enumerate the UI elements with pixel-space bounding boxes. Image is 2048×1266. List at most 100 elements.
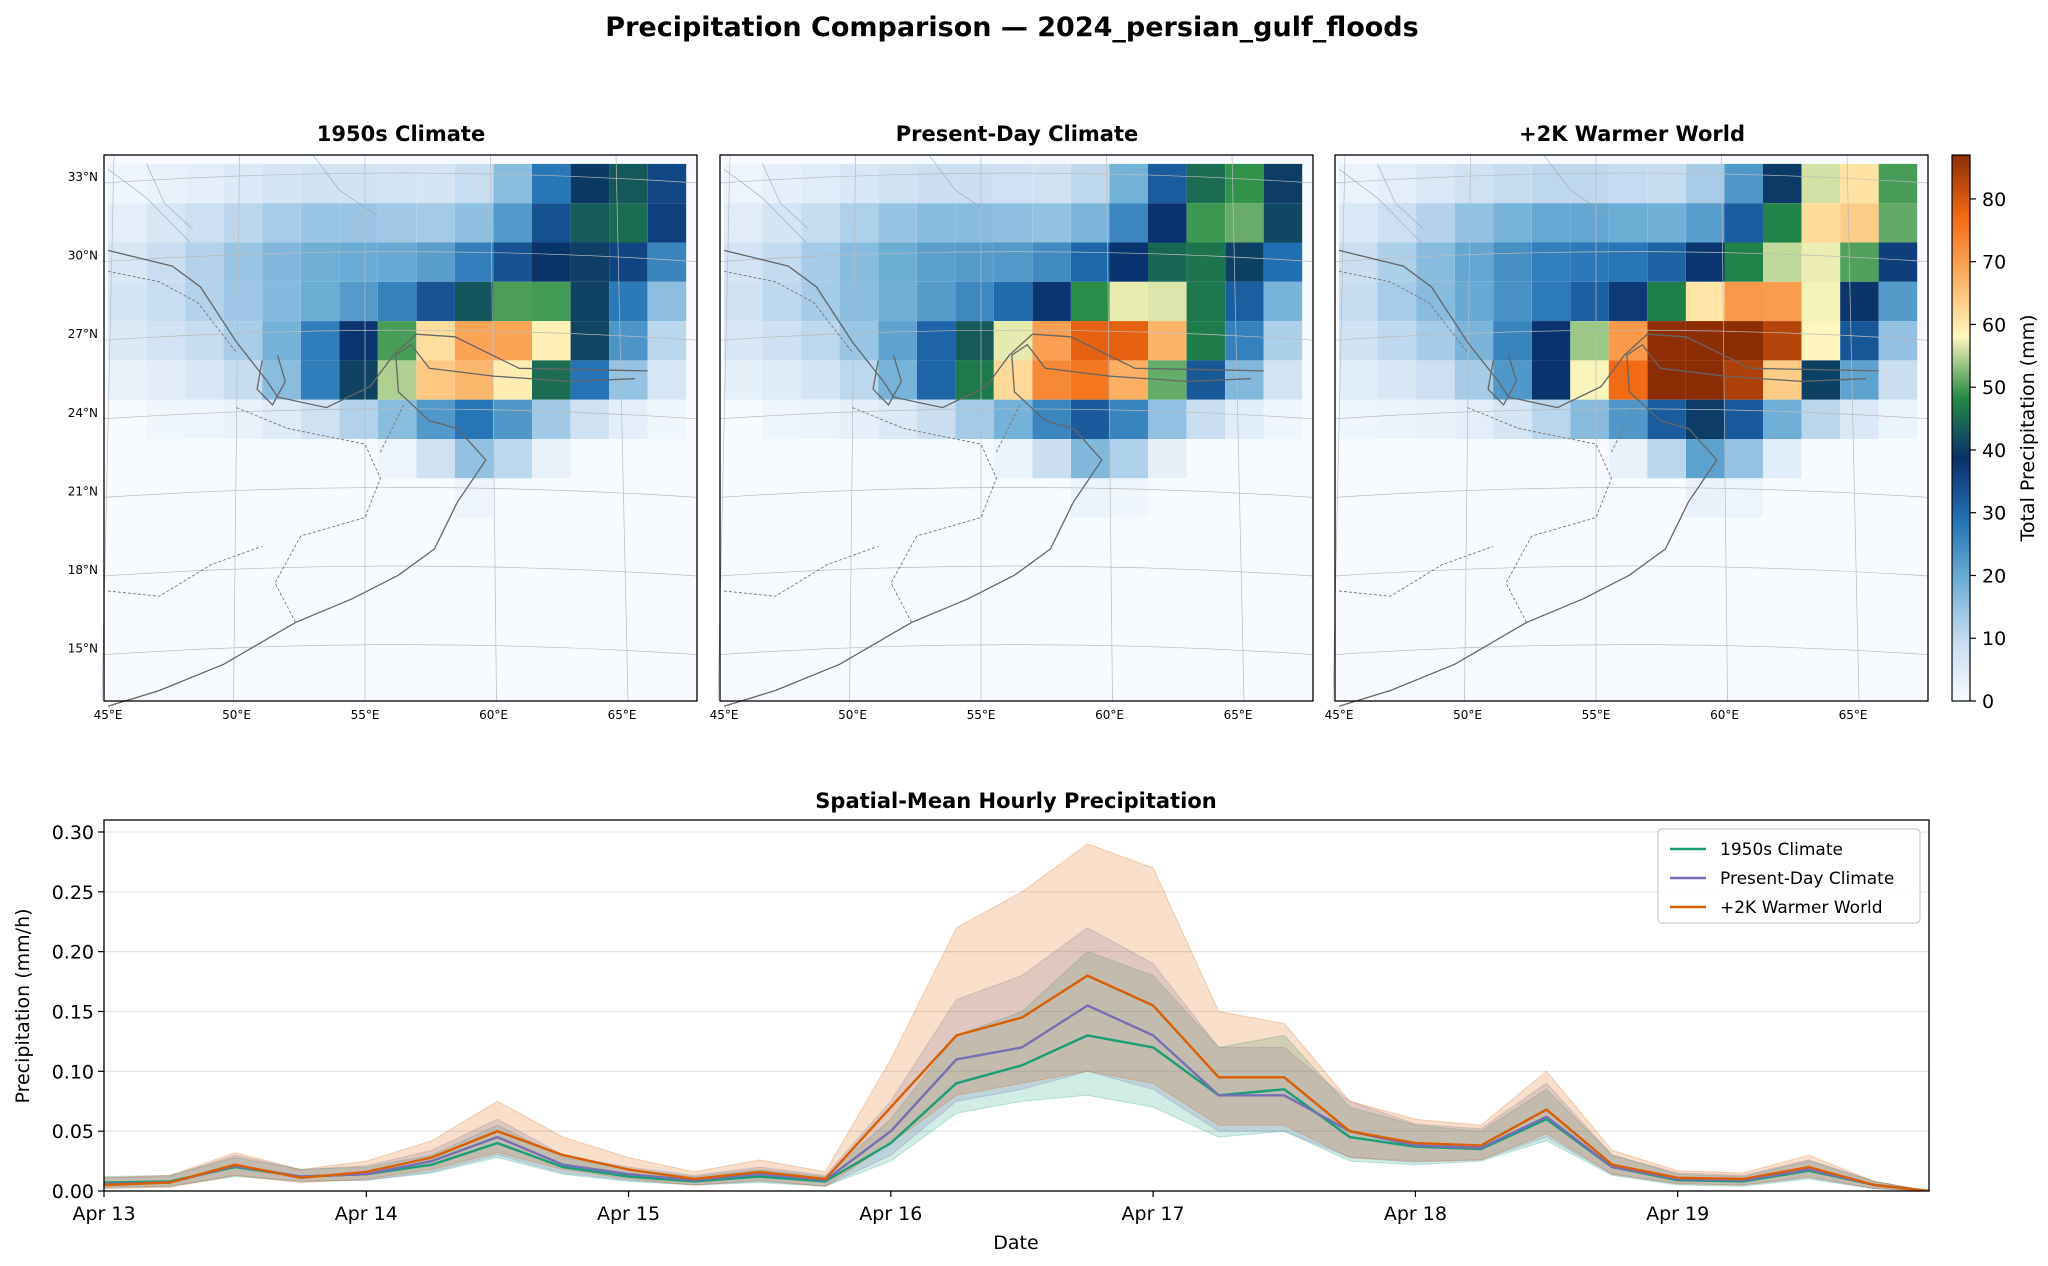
y-tick-label: 0.25 xyxy=(52,882,94,904)
lon-tick-label: 50°E xyxy=(838,708,867,722)
precip-cell xyxy=(1263,399,1303,439)
legend-label: Present-Day Climate xyxy=(1720,869,1894,889)
precip-cell xyxy=(1454,281,1494,322)
lat-tick-label: 21°N xyxy=(68,484,98,498)
precip-cell xyxy=(1724,242,1763,282)
legend-label: +2K Warmer World xyxy=(1720,898,1883,918)
precip-cell xyxy=(1377,321,1416,361)
precip-cell xyxy=(1531,281,1571,322)
precip-cell xyxy=(454,399,494,439)
precip-cell xyxy=(185,203,224,243)
precip-cell xyxy=(1416,242,1455,282)
precip-cell xyxy=(1608,281,1648,322)
precip-cell xyxy=(1878,281,1918,322)
precip-cell xyxy=(493,203,532,243)
precip-cell xyxy=(762,203,801,243)
colorbar-label: Total Precipitation (mm) xyxy=(2017,314,2039,542)
precip-cell xyxy=(1724,360,1763,400)
latitude-line xyxy=(719,565,1314,577)
precip-cell xyxy=(1493,163,1532,204)
precip-cell xyxy=(801,281,840,322)
map-frame xyxy=(719,154,1314,702)
precip-cell xyxy=(1225,242,1264,282)
precip-cell xyxy=(1186,321,1226,361)
precip-cell xyxy=(339,399,378,439)
x-axis-ticks: Apr 13 Apr 14 Apr 15 Apr 16 Apr 17 Apr 18 Apr … xyxy=(72,1191,1709,1225)
river xyxy=(1338,168,1422,243)
precip-cell xyxy=(647,281,687,322)
river xyxy=(1377,163,1425,230)
precip-cell xyxy=(839,321,879,361)
precip-cell xyxy=(1071,321,1110,361)
precip-cell xyxy=(185,399,224,439)
legend-label: 1950s Climate xyxy=(1720,840,1843,860)
precip-cell xyxy=(1570,281,1609,322)
country-border xyxy=(852,407,997,537)
precip-cell xyxy=(1148,399,1187,439)
precip-cell xyxy=(532,242,571,282)
precip-cell xyxy=(454,439,494,479)
map-graticule xyxy=(1332,154,1929,702)
precip-cell xyxy=(1763,399,1802,439)
latitude-line xyxy=(103,565,698,577)
latitude-line xyxy=(1334,251,1929,262)
lon-tick-label: 55°E xyxy=(351,708,380,722)
precip-cell xyxy=(1032,360,1071,400)
precip-cell xyxy=(532,163,571,204)
precip-cell xyxy=(1686,242,1725,282)
precip-cell xyxy=(1416,321,1455,361)
x-tick-label: Apr 13 xyxy=(72,1203,135,1225)
precip-cell xyxy=(1186,399,1226,439)
precip-cell xyxy=(724,242,763,282)
country-border xyxy=(107,270,237,353)
precip-cell xyxy=(377,203,417,243)
lat-tick-label: 30°N xyxy=(68,249,98,263)
precip-cell xyxy=(1032,399,1071,439)
precip-cell xyxy=(1225,203,1264,243)
precip-cell xyxy=(223,163,263,204)
precip-cell xyxy=(609,242,648,282)
x-axis-label: Date xyxy=(993,1232,1038,1254)
precip-cell xyxy=(377,399,417,439)
precip-cell xyxy=(1377,281,1416,322)
latitude-line xyxy=(719,172,1314,184)
precip-cell xyxy=(647,242,687,282)
longitude-line xyxy=(1106,154,1113,702)
precip-cell xyxy=(146,281,186,322)
precip-cell xyxy=(454,242,494,282)
precip-cell xyxy=(1840,163,1879,204)
colorbar-tick-label: 40 xyxy=(1982,440,2006,462)
precip-cell xyxy=(609,203,648,243)
lon-tick-label: 50°E xyxy=(222,708,251,722)
precip-cell xyxy=(493,439,532,479)
precip-cell xyxy=(377,242,417,282)
lon-tick-label: 55°E xyxy=(967,708,996,722)
country-border xyxy=(1338,270,1468,353)
map-graticule xyxy=(717,154,1314,702)
precip-cell xyxy=(339,163,378,204)
precip-cell xyxy=(1686,439,1725,479)
precip-cell xyxy=(839,203,879,243)
precip-cell xyxy=(570,163,610,204)
precip-cell xyxy=(1377,242,1416,282)
latitude-line xyxy=(1334,408,1929,420)
precip-cell xyxy=(1109,203,1148,243)
latitude-line xyxy=(103,408,698,420)
precip-cell xyxy=(1148,439,1187,479)
precip-cell xyxy=(300,360,340,400)
precip-cell xyxy=(1878,163,1918,204)
precip-cell xyxy=(1186,163,1226,204)
x-tick-label: Apr 16 xyxy=(859,1203,922,1225)
river xyxy=(146,163,194,230)
map-geography xyxy=(107,155,648,707)
precip-cell xyxy=(262,281,301,322)
precip-cell xyxy=(1878,242,1918,282)
precip-cell xyxy=(916,203,956,243)
precip-cell xyxy=(839,399,879,439)
map-title-1950s: 1950s Climate xyxy=(317,122,485,146)
precip-cell xyxy=(1225,321,1264,361)
y-axis-label: Precipitation (mm/h) xyxy=(12,908,34,1103)
colorbar-tick-label: 10 xyxy=(1982,628,2006,650)
chart-legend: 1950s Climate Present-Day Climate +2K Warm… xyxy=(1657,828,1921,924)
precip-cell xyxy=(262,163,301,204)
